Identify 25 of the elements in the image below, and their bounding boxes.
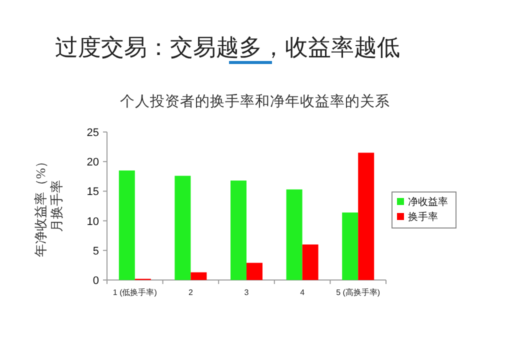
x-tick-label: 4 [300, 288, 306, 297]
y-tick-label: 0 [92, 275, 99, 287]
bar [358, 152, 374, 280]
bar [174, 176, 191, 280]
x-tick-label: 3 [244, 288, 250, 297]
bar [342, 212, 358, 280]
legend-label: 净收益率 [408, 196, 448, 208]
y-tick-label: 25 [86, 127, 99, 139]
bar [302, 244, 318, 280]
x-tick-label: 5 (高换手率) [336, 288, 380, 297]
chart-subtitle: 个人投资者的换手率和净年收益率的关系 [120, 93, 390, 110]
bar [230, 180, 246, 280]
y-tick-label: 5 [92, 245, 99, 258]
y-tick-label: 15 [86, 186, 99, 198]
bar [286, 189, 302, 280]
y-axis-title: 年净收益率（%）月换手率 [33, 155, 64, 257]
legend-label: 换手率 [408, 211, 438, 223]
bar [190, 272, 207, 280]
y-tick-label: 20 [86, 156, 99, 169]
chart-title: 过度交易：交易越多，收益率越低 [55, 34, 400, 60]
bar [246, 262, 262, 280]
bar [118, 170, 135, 280]
y-tick-label: 10 [86, 216, 99, 228]
x-tick-label: 2 [188, 288, 194, 297]
x-tick-label: 1 (低换手率) [112, 288, 158, 297]
